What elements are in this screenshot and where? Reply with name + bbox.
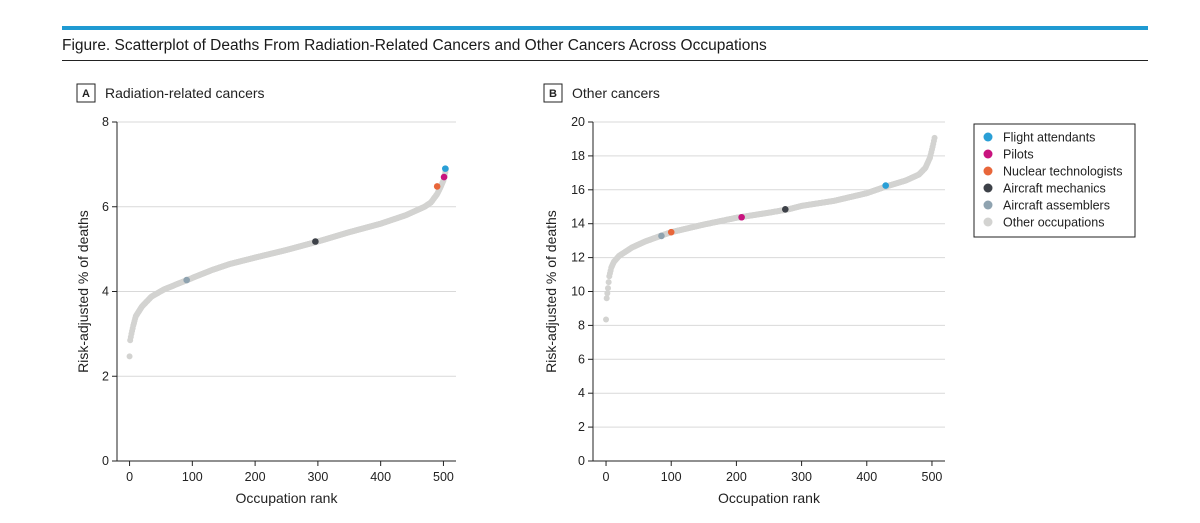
x-tick-label: 200 bbox=[245, 470, 266, 484]
x-tick-label: 200 bbox=[726, 470, 747, 484]
panel-letter: B bbox=[549, 88, 557, 100]
data-point bbox=[126, 353, 133, 360]
nuclear-technologists-point bbox=[433, 183, 441, 190]
data-point bbox=[604, 285, 611, 292]
other-occupations-points bbox=[603, 134, 938, 323]
legend-label-aircraft-assemblers: Aircraft assemblers bbox=[1003, 199, 1110, 213]
y-axis-label: Risk-adjusted % of deaths bbox=[543, 210, 559, 373]
x-tick-label: 0 bbox=[603, 470, 610, 484]
aircraft-assemblers-point bbox=[658, 232, 665, 240]
y-tick-label: 8 bbox=[578, 318, 585, 332]
panel-badge bbox=[76, 83, 96, 103]
y-tick-label: 10 bbox=[571, 285, 585, 299]
nuclear-technologists-point bbox=[667, 228, 675, 236]
data-point bbox=[931, 134, 938, 141]
legend-label-aircraft-mechanics: Aircraft mechanics bbox=[1003, 182, 1106, 196]
flight-attendants-point bbox=[442, 165, 449, 172]
legend-label-nuclear-technologists: Nuclear technologists bbox=[1003, 165, 1123, 179]
panel-title: Other cancers bbox=[572, 85, 660, 101]
x-axis-label: Occupation rank bbox=[236, 490, 339, 506]
legend-box bbox=[973, 123, 1136, 238]
legend-label-pilots: Pilots bbox=[1003, 148, 1034, 162]
legend-marker-aircraft-mechanics bbox=[983, 183, 993, 193]
y-tick-label: 2 bbox=[578, 420, 585, 434]
x-tick-label: 500 bbox=[922, 470, 943, 484]
y-tick-label: 6 bbox=[578, 352, 585, 366]
aircraft-assemblers-point bbox=[183, 276, 190, 284]
figure-top-bar bbox=[62, 26, 1148, 30]
figure-title: Figure. Scatterplot of Deaths From Radia… bbox=[62, 37, 767, 54]
x-tick-label: 500 bbox=[433, 470, 454, 484]
y-tick-label: 0 bbox=[102, 454, 109, 468]
x-axis-label: Occupation rank bbox=[718, 490, 821, 506]
other-occupations-points bbox=[126, 166, 449, 360]
x-tick-label: 400 bbox=[370, 470, 391, 484]
y-tick-label: 6 bbox=[102, 200, 109, 214]
pilots-point bbox=[440, 173, 448, 181]
panel-title: Radiation-related cancers bbox=[105, 85, 265, 101]
flight-attendants-point bbox=[882, 182, 889, 189]
y-tick-label: 16 bbox=[571, 183, 585, 197]
legend-label-other-occupations: Other occupations bbox=[1003, 216, 1104, 230]
y-tick-label: 12 bbox=[571, 251, 585, 265]
data-point bbox=[605, 279, 612, 286]
y-tick-label: 8 bbox=[102, 115, 109, 129]
legend: Flight attendants Pilots Nuclear technolog… bbox=[973, 123, 1136, 238]
x-tick-label: 300 bbox=[791, 470, 812, 484]
figure-title-rule bbox=[62, 60, 1148, 61]
x-tick-label: 300 bbox=[307, 470, 328, 484]
chart-panel-a: A Radiation-related cancers 0 2 4 6 8 0 100 200 30… bbox=[75, 83, 456, 506]
y-tick-label: 4 bbox=[102, 285, 109, 299]
x-tick-label: 100 bbox=[661, 470, 682, 484]
y-tick-label: 4 bbox=[578, 386, 585, 400]
x-tick-label: 100 bbox=[182, 470, 203, 484]
panel-badge bbox=[543, 83, 563, 103]
y-tick-label: 14 bbox=[571, 217, 585, 231]
x-tick-label: 0 bbox=[126, 470, 133, 484]
legend-marker-pilots bbox=[983, 149, 993, 159]
y-tick-label: 2 bbox=[102, 369, 109, 383]
data-point bbox=[604, 290, 611, 297]
legend-marker-aircraft-assemblers bbox=[983, 200, 993, 210]
legend-marker-other-occupations bbox=[983, 217, 993, 227]
legend-marker-nuclear-technologists bbox=[983, 166, 993, 176]
y-axis-label: Risk-adjusted % of deaths bbox=[75, 210, 91, 373]
pilots-point bbox=[738, 213, 745, 221]
aircraft-mechanics-point bbox=[781, 205, 789, 213]
data-point bbox=[603, 295, 610, 302]
legend-label-flight-attendants: Flight attendants bbox=[1003, 131, 1095, 145]
y-tick-label: 0 bbox=[578, 454, 585, 468]
data-point bbox=[603, 316, 610, 323]
y-tick-label: 18 bbox=[571, 149, 585, 163]
y-tick-label: 20 bbox=[571, 115, 585, 129]
aircraft-mechanics-point bbox=[312, 238, 319, 245]
panel-letter: A bbox=[82, 88, 90, 100]
x-tick-label: 400 bbox=[856, 470, 877, 484]
legend-marker-flight-attendants bbox=[983, 132, 993, 142]
